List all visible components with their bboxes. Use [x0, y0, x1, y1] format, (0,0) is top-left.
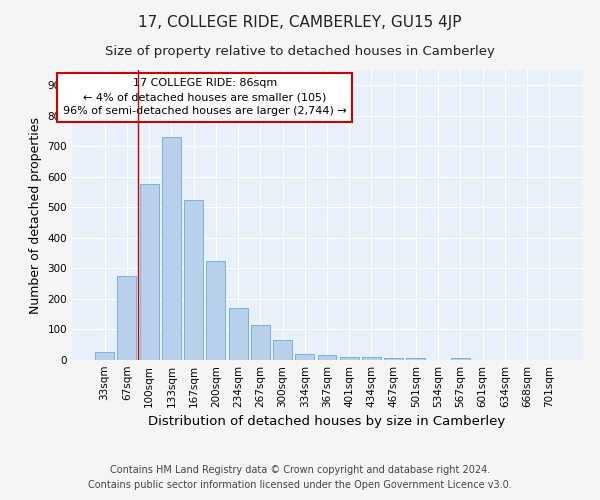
Bar	[95, 352, 114, 360]
Bar	[362, 357, 381, 360]
Bar	[118, 276, 136, 360]
Text: 17 COLLEGE RIDE: 86sqm
← 4% of detached houses are smaller (105)
96% of semi-det: 17 COLLEGE RIDE: 86sqm ← 4% of detached …	[63, 78, 347, 116]
Text: 17, COLLEGE RIDE, CAMBERLEY, GU15 4JP: 17, COLLEGE RIDE, CAMBERLEY, GU15 4JP	[138, 15, 462, 30]
Bar	[206, 261, 225, 360]
Bar	[340, 357, 359, 360]
X-axis label: Distribution of detached houses by size in Camberley: Distribution of detached houses by size …	[148, 416, 506, 428]
Bar	[295, 354, 314, 360]
Bar	[273, 340, 292, 360]
Bar	[406, 358, 425, 360]
Bar	[451, 358, 470, 360]
Bar	[317, 356, 337, 360]
Y-axis label: Number of detached properties: Number of detached properties	[29, 116, 42, 314]
Bar	[184, 200, 203, 360]
Text: Contains public sector information licensed under the Open Government Licence v3: Contains public sector information licen…	[88, 480, 512, 490]
Bar	[140, 184, 158, 360]
Text: Contains HM Land Registry data © Crown copyright and database right 2024.: Contains HM Land Registry data © Crown c…	[110, 465, 490, 475]
Text: Size of property relative to detached houses in Camberley: Size of property relative to detached ho…	[105, 45, 495, 58]
Bar	[251, 325, 270, 360]
Bar	[384, 358, 403, 360]
Bar	[229, 308, 248, 360]
Bar	[162, 137, 181, 360]
